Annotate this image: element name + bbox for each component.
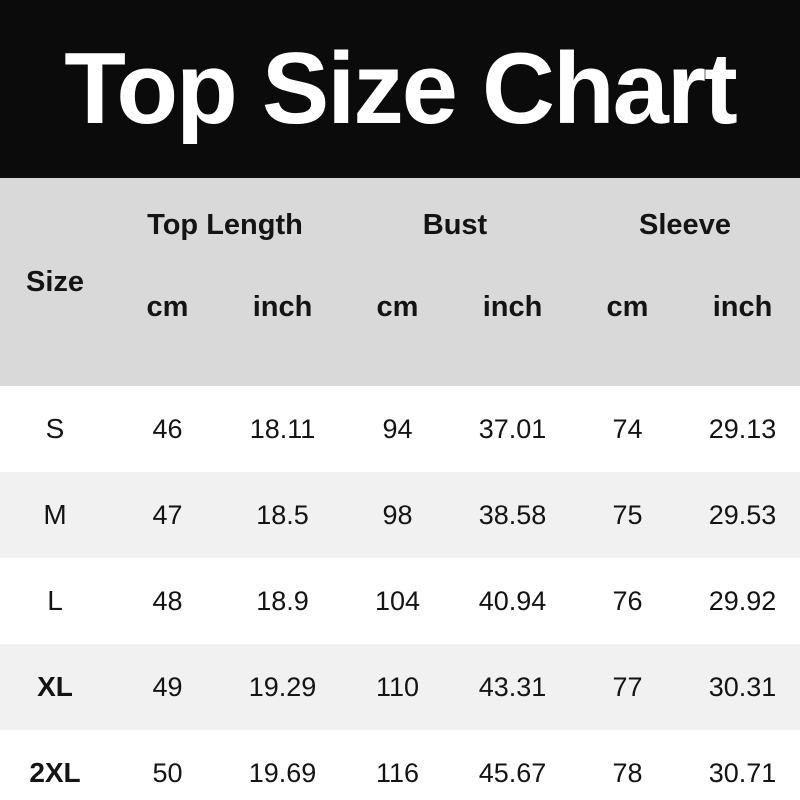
measurement-cell: 50 xyxy=(152,757,183,788)
measurement-cell: 47 xyxy=(152,499,183,530)
measurement-cell: 43.31 xyxy=(478,671,547,702)
size-column-header: Size xyxy=(0,178,110,386)
unit-header-sleeve-inch: inch xyxy=(685,273,800,386)
unit-header-top-length-inch: inch xyxy=(225,273,340,386)
table-row: S 46 18.11 94 37.01 74 29.13 xyxy=(0,386,800,472)
page-title: Top Size Chart xyxy=(64,32,738,145)
measurement-cell: 38.58 xyxy=(478,499,547,530)
measurement-cell: 49 xyxy=(152,671,183,702)
measurement-cell: 76 xyxy=(612,585,643,616)
measurement-cell: 19.29 xyxy=(248,671,317,702)
measurement-cell: 94 xyxy=(382,413,413,444)
measurement-cell: 98 xyxy=(382,499,413,530)
table-header: Size Top Length Bust Sleeve cm inch cm i… xyxy=(0,178,800,386)
measurement-cell: 78 xyxy=(612,757,643,788)
size-label: XL xyxy=(37,671,73,702)
table-row: L 48 18.9 104 40.94 76 29.92 xyxy=(0,558,800,644)
measurement-cell: 110 xyxy=(375,671,420,702)
size-table-body: S 46 18.11 94 37.01 74 29.13 M 47 18.5 98 38.58 75 29… xyxy=(0,386,800,800)
measurement-cell: 30.31 xyxy=(708,671,777,702)
measurement-cell: 37.01 xyxy=(478,413,547,444)
measurement-cell: 48 xyxy=(152,585,183,616)
table-row: 2XL 50 19.69 116 45.67 78 30.71 xyxy=(0,730,800,800)
measurement-cell: 77 xyxy=(612,671,643,702)
size-label: M xyxy=(43,499,67,530)
measurement-cell: 18.5 xyxy=(256,499,309,530)
measurement-cell: 74 xyxy=(612,413,643,444)
measurement-cell: 18.9 xyxy=(256,585,309,616)
header-unit-row: cm inch cm inch cm inch xyxy=(0,273,800,386)
measurement-cell: 104 xyxy=(374,585,421,616)
group-header-sleeve: Sleeve xyxy=(570,178,800,273)
measurement-cell: 45.67 xyxy=(478,757,547,788)
measurement-cell: 29.53 xyxy=(708,499,777,530)
group-header-top-length: Top Length xyxy=(110,178,340,273)
table-row: XL 49 19.29 110 43.31 77 30.31 xyxy=(0,644,800,730)
measurement-cell: 116 xyxy=(375,757,420,788)
size-label: L xyxy=(47,585,63,616)
group-header-bust: Bust xyxy=(340,178,570,273)
measurement-cell: 40.94 xyxy=(478,585,547,616)
measurement-cell: 18.11 xyxy=(249,413,316,444)
measurement-cell: 30.71 xyxy=(708,757,777,788)
measurement-cell: 46 xyxy=(152,413,183,444)
size-label: 2XL xyxy=(29,757,81,788)
measurement-cell: 19.69 xyxy=(248,757,317,788)
size-label: S xyxy=(45,413,65,444)
measurement-cell: 75 xyxy=(612,499,643,530)
measurement-cell: 29.92 xyxy=(708,585,777,616)
unit-header-top-length-cm: cm xyxy=(110,273,225,386)
unit-header-bust-cm: cm xyxy=(340,273,455,386)
size-chart-table: Size Top Length Bust Sleeve cm inch cm i… xyxy=(0,178,800,800)
measurement-cell: 29.13 xyxy=(708,413,777,444)
table-row: M 47 18.5 98 38.58 75 29.53 xyxy=(0,472,800,558)
unit-header-sleeve-cm: cm xyxy=(570,273,685,386)
unit-header-bust-inch: inch xyxy=(455,273,570,386)
title-banner: Top Size Chart xyxy=(0,0,800,178)
header-group-row: Size Top Length Bust Sleeve xyxy=(0,178,800,386)
